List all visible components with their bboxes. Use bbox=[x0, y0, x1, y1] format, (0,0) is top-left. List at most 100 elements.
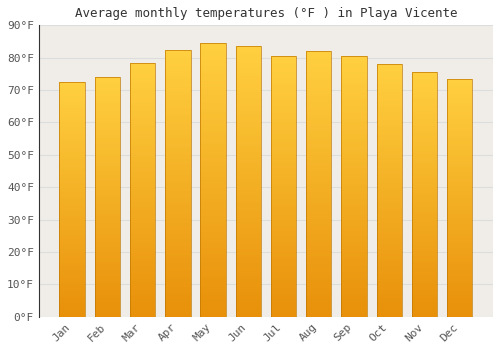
Bar bbox=[412, 241, 437, 244]
Bar bbox=[342, 100, 366, 103]
Bar bbox=[306, 282, 332, 285]
Bar bbox=[60, 124, 85, 127]
Bar bbox=[200, 57, 226, 60]
Bar bbox=[447, 200, 472, 203]
Bar bbox=[200, 161, 226, 163]
Bar bbox=[94, 125, 120, 127]
Bar bbox=[236, 257, 261, 260]
Bar bbox=[376, 304, 402, 307]
Bar bbox=[342, 314, 366, 317]
Bar bbox=[94, 185, 120, 187]
Bar bbox=[94, 233, 120, 235]
Bar bbox=[342, 220, 366, 223]
Bar bbox=[271, 288, 296, 291]
Bar bbox=[376, 231, 402, 233]
Bar bbox=[60, 122, 85, 124]
Bar bbox=[200, 194, 226, 196]
Bar bbox=[200, 191, 226, 194]
Bar bbox=[236, 236, 261, 238]
Bar bbox=[130, 126, 156, 129]
Bar bbox=[94, 286, 120, 288]
Bar bbox=[342, 244, 366, 246]
Bar bbox=[342, 286, 366, 288]
Bar bbox=[200, 103, 226, 106]
Bar bbox=[60, 129, 85, 131]
Bar bbox=[376, 236, 402, 238]
Bar bbox=[60, 202, 85, 204]
Bar bbox=[447, 172, 472, 174]
Bar bbox=[130, 286, 156, 289]
Bar bbox=[306, 211, 332, 213]
Bar bbox=[412, 87, 437, 89]
Bar bbox=[200, 84, 226, 87]
Bar bbox=[447, 198, 472, 200]
Bar bbox=[60, 237, 85, 239]
Bar bbox=[306, 303, 332, 306]
Bar bbox=[271, 207, 296, 210]
Bar bbox=[236, 284, 261, 287]
Bar bbox=[60, 155, 85, 157]
Bar bbox=[306, 240, 332, 243]
Bar bbox=[94, 101, 120, 104]
Bar bbox=[271, 121, 296, 124]
Bar bbox=[342, 92, 366, 95]
Bar bbox=[130, 129, 156, 131]
Bar bbox=[447, 98, 472, 100]
Bar bbox=[412, 102, 437, 104]
Bar bbox=[130, 240, 156, 243]
Bar bbox=[412, 219, 437, 222]
Bar bbox=[342, 265, 366, 267]
Bar bbox=[165, 92, 190, 95]
Bar bbox=[94, 91, 120, 94]
Bar bbox=[271, 194, 296, 197]
Bar bbox=[306, 104, 332, 107]
Bar bbox=[342, 137, 366, 140]
Bar bbox=[60, 274, 85, 277]
Bar bbox=[271, 202, 296, 205]
Bar bbox=[447, 255, 472, 257]
Bar bbox=[271, 218, 296, 220]
Bar bbox=[130, 220, 156, 223]
Bar bbox=[376, 138, 402, 140]
Bar bbox=[271, 126, 296, 129]
Bar bbox=[130, 281, 156, 284]
Bar bbox=[94, 300, 120, 302]
Bar bbox=[236, 119, 261, 122]
Bar bbox=[412, 131, 437, 133]
Bar bbox=[306, 288, 332, 290]
Bar bbox=[306, 102, 332, 104]
Bar bbox=[165, 239, 190, 242]
Bar bbox=[236, 168, 261, 171]
Bar bbox=[376, 223, 402, 226]
Bar bbox=[271, 153, 296, 155]
Bar bbox=[412, 136, 437, 138]
Bar bbox=[306, 99, 332, 102]
Bar bbox=[236, 82, 261, 84]
Bar bbox=[60, 82, 85, 84]
Bar bbox=[200, 196, 226, 199]
Bar bbox=[200, 177, 226, 180]
Bar bbox=[60, 214, 85, 216]
Bar bbox=[342, 140, 366, 142]
Bar bbox=[165, 90, 190, 92]
Bar bbox=[342, 168, 366, 171]
Bar bbox=[271, 56, 296, 59]
Bar bbox=[60, 220, 85, 223]
Bar bbox=[342, 72, 366, 74]
Bar bbox=[447, 153, 472, 155]
Bar bbox=[165, 79, 190, 82]
Bar bbox=[447, 267, 472, 269]
Bar bbox=[447, 222, 472, 224]
Bar bbox=[200, 279, 226, 281]
Bar bbox=[271, 147, 296, 150]
Bar bbox=[271, 233, 296, 236]
Bar bbox=[447, 286, 472, 288]
Bar bbox=[200, 142, 226, 144]
Bar bbox=[306, 120, 332, 123]
Bar bbox=[306, 218, 332, 221]
Bar bbox=[130, 304, 156, 307]
Bar bbox=[236, 157, 261, 160]
Bar bbox=[236, 228, 261, 230]
Bar bbox=[447, 186, 472, 188]
Bar bbox=[60, 211, 85, 213]
